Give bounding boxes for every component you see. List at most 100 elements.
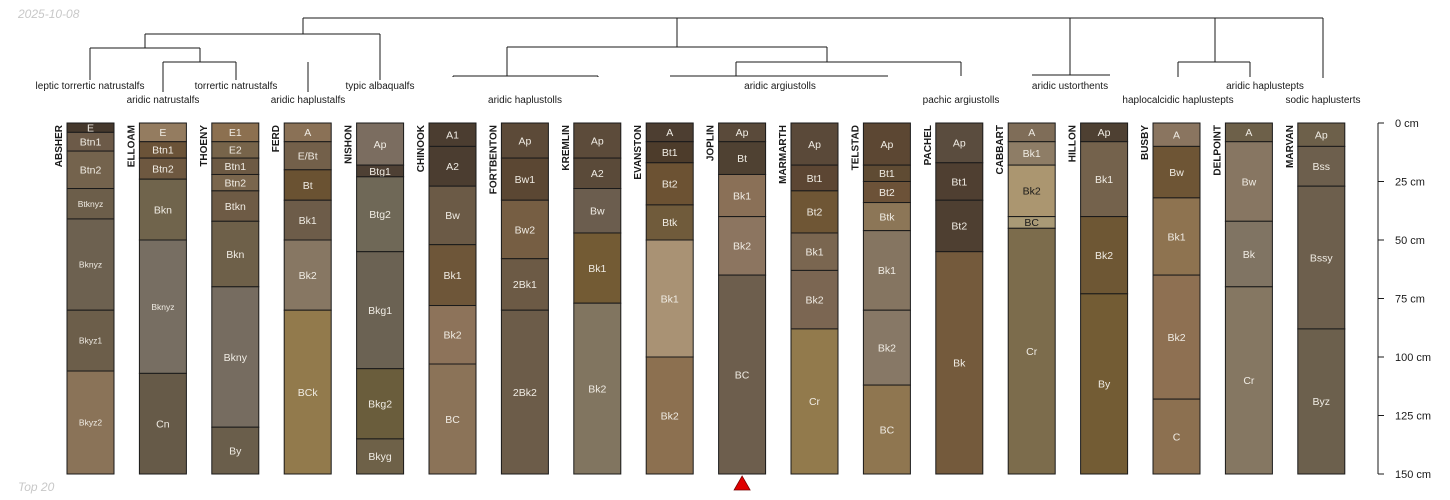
horizon-label: Bk1	[1023, 148, 1041, 160]
horizon-block	[211, 426, 260, 475]
horizon-label: Bt2	[879, 187, 895, 199]
horizon-block	[500, 157, 549, 201]
taxon-label: aridic haplustolls	[488, 95, 562, 106]
horizon-label: Bk2	[1095, 250, 1113, 262]
horizon-block	[500, 199, 549, 260]
horizon-block	[935, 122, 984, 164]
horizon-label: Ap	[953, 138, 966, 150]
profile-name: KREMLIN	[561, 125, 572, 171]
horizon-block	[935, 162, 984, 201]
horizon-label: A2	[446, 161, 459, 173]
horizon-label: Btn2	[224, 177, 246, 189]
horizon-block	[1152, 398, 1201, 475]
horizon-block	[356, 438, 405, 475]
horizon-label: Btn2	[152, 163, 174, 175]
horizon-label: Bk1	[805, 246, 823, 258]
horizon-label: E	[159, 127, 166, 139]
horizon-block	[935, 251, 984, 475]
horizon-label: Btknyz	[78, 199, 104, 209]
horizon-label: Cr	[1026, 346, 1038, 358]
horizon-label: E2	[229, 145, 242, 157]
horizon-block	[1152, 274, 1201, 400]
depth-axis-label: 25 cm	[1395, 177, 1425, 189]
horizon-block	[790, 328, 839, 475]
taxon-label: aridic argiustolls	[744, 81, 816, 92]
profile-name: HILLON	[1068, 125, 1079, 162]
profile-name: CHINOOK	[416, 124, 427, 172]
profile-name: TELSTAD	[850, 125, 861, 170]
horizon-label: E1	[229, 127, 242, 139]
horizon-block	[500, 309, 549, 475]
horizon-block	[1224, 220, 1273, 288]
horizon-label: Bt2	[951, 221, 967, 233]
horizon-label: Bk2	[1167, 332, 1185, 344]
profile-name: BUSBY	[1140, 125, 1151, 160]
horizon-label: Bw	[1242, 176, 1257, 188]
horizon-block	[862, 202, 911, 232]
horizon-label: Bknyz	[151, 302, 174, 312]
horizon-label: Btk	[879, 211, 895, 223]
horizon-label: Cn	[156, 418, 170, 430]
horizon-block	[645, 162, 694, 206]
horizon-label: Bk2	[588, 383, 606, 395]
taxon-label: aridic haplustalfs	[271, 95, 345, 106]
horizon-label: Ap	[736, 127, 749, 139]
footer-note: Top 20	[18, 480, 55, 494]
horizon-block	[862, 122, 911, 166]
horizon-block	[1297, 328, 1346, 475]
horizon-label: Bk2	[878, 342, 896, 354]
horizon-block	[645, 204, 694, 241]
profile-name: MARVAN	[1285, 125, 1296, 168]
taxon-label: haplocalcidic haplustepts	[1122, 95, 1233, 106]
horizon-label: Bkny	[224, 352, 248, 364]
horizon-label: Cr	[809, 396, 821, 408]
profile-name: CABBART	[995, 125, 1006, 174]
horizon-label: Bkyz2	[79, 418, 102, 428]
profile-name: MARMARTH	[778, 125, 789, 184]
horizon-block	[1007, 227, 1056, 475]
horizon-label: 2Bk1	[513, 279, 537, 291]
horizon-block	[1080, 216, 1129, 295]
horizon-block	[790, 269, 839, 330]
horizon-block	[500, 258, 549, 311]
horizon-label: Byz	[1313, 396, 1331, 408]
horizon-block	[138, 239, 187, 374]
horizon-block	[573, 302, 622, 475]
horizon-label: Btg1	[369, 166, 391, 178]
horizon-label: Bw2	[515, 224, 536, 236]
horizon-block	[138, 178, 187, 241]
horizon-block	[428, 363, 477, 475]
horizon-block	[862, 384, 911, 475]
horizon-label: Bk2	[1023, 186, 1041, 198]
horizon-label: Bkn	[154, 204, 172, 216]
horizon-block	[790, 164, 839, 192]
horizon-block	[356, 251, 405, 370]
horizon-label: Bk1	[588, 263, 606, 275]
horizon-label: Bt2	[662, 179, 678, 191]
horizon-label: A	[304, 127, 311, 139]
profile-name: DELPOINT	[1212, 125, 1223, 176]
horizon-label: Ap	[591, 135, 604, 147]
horizon-label: By	[1098, 379, 1111, 391]
horizon-label: Ap	[1315, 129, 1328, 141]
profile-name: NISHON	[344, 125, 355, 164]
horizon-label: Bw	[445, 210, 460, 222]
horizon-block	[283, 141, 332, 171]
selected-profile-marker	[733, 475, 751, 491]
horizon-block	[1080, 293, 1129, 475]
profile-name: ABSHER	[54, 124, 65, 167]
horizon-label: BC	[1024, 217, 1039, 229]
horizon-label: Bk2	[805, 294, 823, 306]
horizon-label: Bw	[1169, 167, 1184, 179]
horizon-label: Bk2	[299, 270, 317, 282]
horizon-label: Bkyg	[368, 451, 392, 463]
horizon-block	[283, 239, 332, 311]
profile-name: FORTBENTON	[488, 125, 499, 194]
horizon-block	[283, 199, 332, 241]
horizon-block	[790, 232, 839, 271]
horizon-block	[356, 176, 405, 253]
horizon-label: Bkg2	[368, 399, 392, 411]
date-stamp: 2025-10-08	[18, 7, 80, 21]
horizon-label: Bt1	[951, 176, 967, 188]
